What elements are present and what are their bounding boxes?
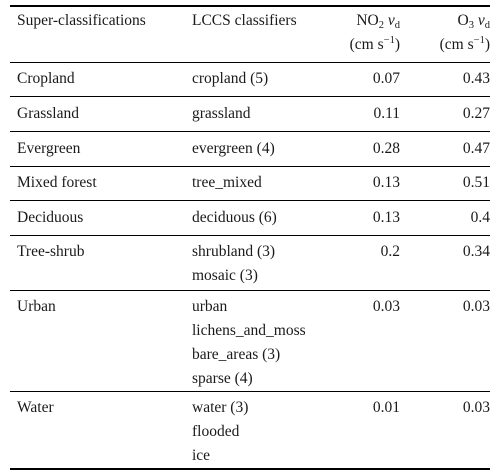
row-evergreen-super: Evergreen xyxy=(17,140,81,157)
classifier-item: tree_mixed xyxy=(192,174,262,191)
row-divider xyxy=(10,290,490,291)
classifier-item: bare_areas (3) xyxy=(192,346,281,363)
row-grassland-super: Grassland xyxy=(17,105,79,122)
classifier-item: water (3) xyxy=(192,399,249,416)
row-grassland-classifiers: grassland xyxy=(192,102,251,126)
row-deciduous-classifiers: deciduous (6) xyxy=(192,206,277,230)
header-o3-unit-base: (cm s xyxy=(439,36,474,53)
header-no2-vd: NO2 vd xyxy=(356,9,400,33)
row-mixed-forest-classifiers: tree_mixed xyxy=(192,171,262,195)
classifier-item: flooded xyxy=(192,423,240,440)
row-cropland-o3: 0.43 xyxy=(462,70,490,87)
row-tree-shrub-super: Tree-shrub xyxy=(17,243,85,260)
row-tree-shrub-o3: 0.34 xyxy=(462,243,490,260)
row-cropland-super: Cropland xyxy=(17,70,75,87)
header-o3-prefix: O xyxy=(457,12,469,29)
row-mixed-forest-o3: 0.51 xyxy=(462,174,490,191)
row-mixed-forest-no2: 0.13 xyxy=(372,174,400,191)
header-o3-unit: (cm s−1) xyxy=(440,33,490,57)
classifier-item: ice xyxy=(192,447,211,464)
header-o3-d: d xyxy=(484,20,490,31)
row-grassland-o3: 0.27 xyxy=(462,105,490,122)
row-divider xyxy=(10,391,490,392)
classifier-item: lichens_and_moss xyxy=(192,322,306,339)
row-urban-no2: 0.03 xyxy=(372,298,400,315)
row-evergreen-o3: 0.47 xyxy=(462,140,490,157)
row-cropland-classifiers: cropland (5) xyxy=(192,67,268,91)
header-super-classifications: Super-classifications xyxy=(17,12,146,29)
row-evergreen-no2: 0.28 xyxy=(372,140,400,157)
header-o3-unit-exp: −1 xyxy=(473,35,485,46)
header-rule xyxy=(10,62,490,63)
row-water-classifiers: water (3) flooded ice xyxy=(192,396,248,468)
header-no2-sub: 2 xyxy=(378,20,384,31)
classifier-item: urban xyxy=(192,298,228,315)
header-no2-v: v xyxy=(387,12,395,29)
header-no2-unit-close: ) xyxy=(394,36,400,53)
row-water-no2: 0.01 xyxy=(372,399,400,416)
header-o3-sub: 3 xyxy=(468,20,474,31)
header-no2-unit: (cm s−1) xyxy=(350,33,400,57)
header-no2-d: d xyxy=(394,20,400,31)
classifier-item: sparse (4) xyxy=(192,370,253,387)
row-deciduous-no2: 0.13 xyxy=(372,209,400,226)
header-o3-v: v xyxy=(477,12,485,29)
classifier-item: deciduous (6) xyxy=(192,209,277,226)
row-urban-o3: 0.03 xyxy=(462,298,490,315)
classifier-item: grassland xyxy=(192,105,251,122)
top-rule xyxy=(10,5,490,7)
row-cropland-no2: 0.07 xyxy=(372,70,400,87)
row-urban-super: Urban xyxy=(17,298,56,315)
row-urban-classifiers: urban lichens_and_moss bare_areas (3) sp… xyxy=(192,295,306,391)
header-o3-unit-close: ) xyxy=(484,36,490,53)
row-water-super: Water xyxy=(17,399,54,416)
row-divider xyxy=(10,200,490,201)
row-tree-shrub-no2: 0.2 xyxy=(380,243,400,260)
row-divider xyxy=(10,166,490,167)
header-no2-unit-base: (cm s xyxy=(349,36,384,53)
bottom-rule xyxy=(10,468,490,470)
row-divider xyxy=(10,235,490,236)
classifier-item: shrubland (3) xyxy=(192,243,276,260)
row-deciduous-o3: 0.4 xyxy=(470,209,490,226)
row-grassland-no2: 0.11 xyxy=(373,105,400,122)
header-no2-prefix: NO xyxy=(356,12,379,29)
row-divider xyxy=(10,131,490,132)
row-water-o3: 0.03 xyxy=(462,399,490,416)
row-deciduous-super: Deciduous xyxy=(17,209,84,226)
classifier-item: cropland (5) xyxy=(192,70,269,87)
row-divider xyxy=(10,96,490,97)
row-tree-shrub-classifiers: shrubland (3) mosaic (3) xyxy=(192,240,275,288)
header-no2-unit-exp: −1 xyxy=(383,35,395,46)
header-o3-vd: O3 vd xyxy=(458,9,490,33)
classifier-item: evergreen (4) xyxy=(192,140,275,157)
row-mixed-forest-super: Mixed forest xyxy=(17,174,97,191)
classifier-item: mosaic (3) xyxy=(192,267,258,284)
row-evergreen-classifiers: evergreen (4) xyxy=(192,137,275,161)
header-lccs-classifiers: LCCS classifiers xyxy=(192,12,297,29)
